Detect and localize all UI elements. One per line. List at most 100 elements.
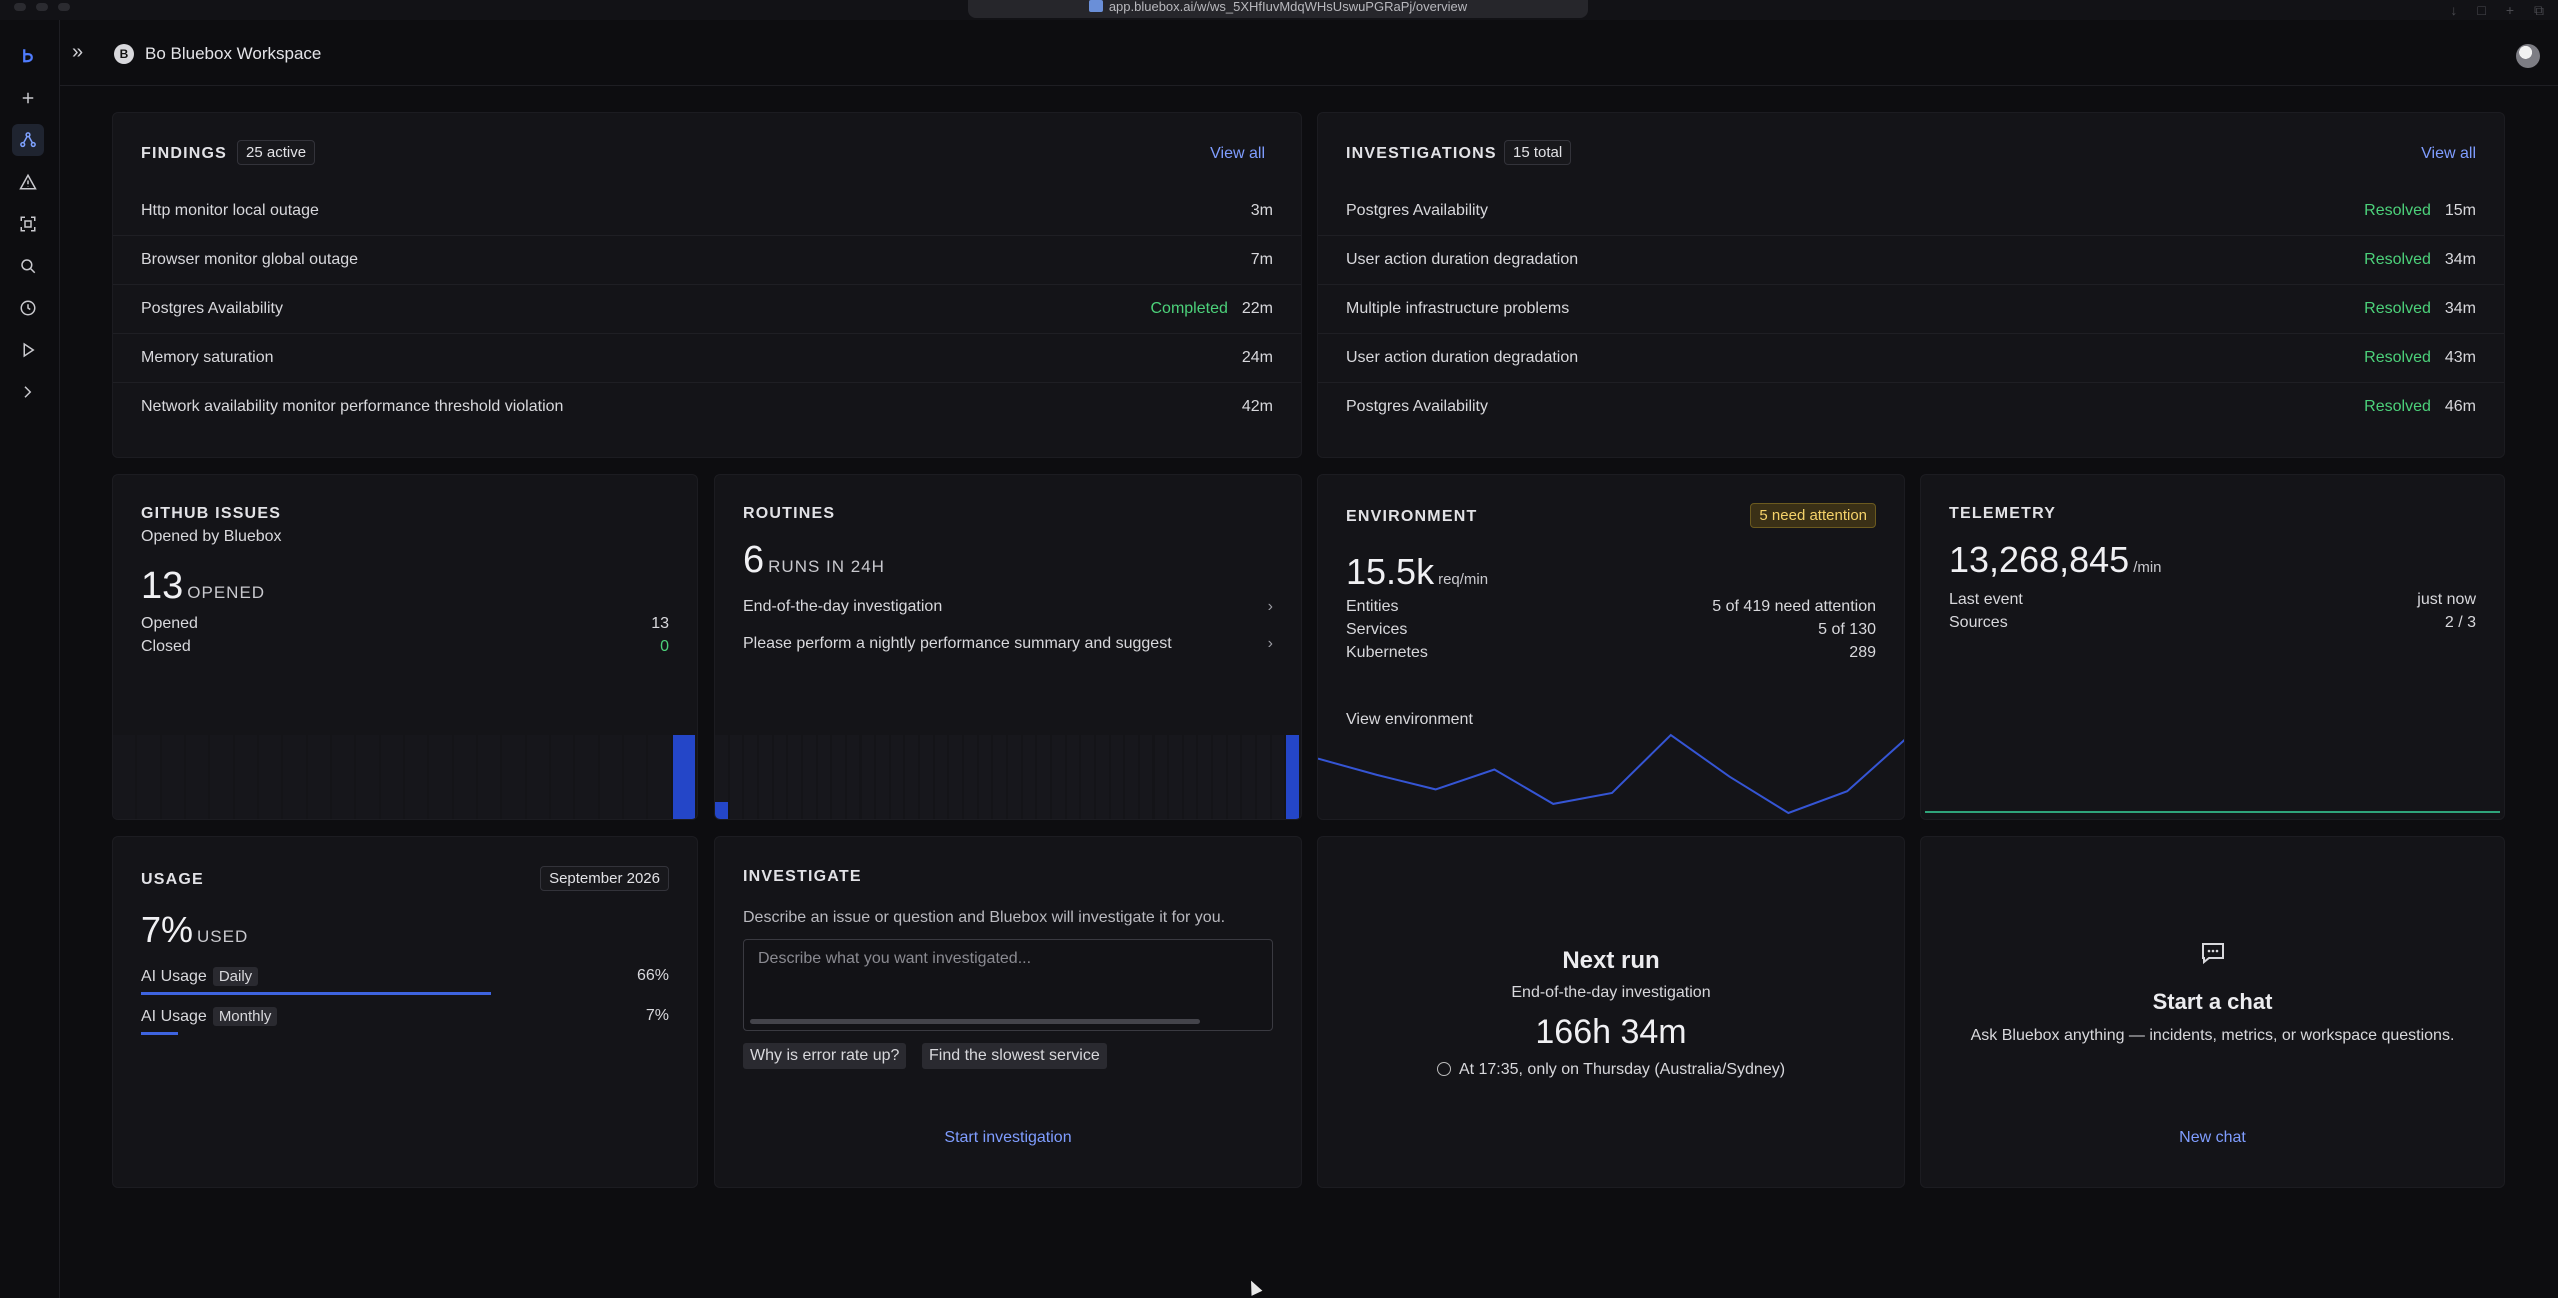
logo-icon[interactable]	[16, 44, 40, 68]
investigation-row[interactable]: Postgres Availability Resolved 46m	[1318, 382, 2504, 431]
usage-month-selector[interactable]: September 2026	[540, 866, 669, 891]
new-chat-button[interactable]: New chat	[2179, 1129, 2246, 1146]
usage-row-monthly: AI Usage Monthly 7%	[141, 1007, 669, 1026]
window-controls[interactable]	[14, 3, 70, 11]
chart-bar	[672, 735, 695, 819]
routine-item[interactable]: Please perform a nightly performance sum…	[743, 635, 1273, 653]
finding-time: 3m	[1250, 201, 1273, 219]
workspace-name[interactable]: Bo Bluebox Workspace	[145, 44, 322, 63]
chart-bar-slot	[259, 735, 282, 819]
chart-bar-slot	[920, 735, 933, 819]
environment-row: Kubernetes 289	[1346, 644, 1876, 662]
investigation-time: 34m	[2444, 300, 2476, 317]
github-opened-label: Opened	[141, 615, 198, 632]
chart-bar-slot	[744, 735, 757, 819]
finding-row[interactable]: Browser monitor global outage 7m	[113, 235, 1301, 284]
finding-name: Memory saturation	[141, 349, 274, 366]
next-run-card[interactable]: Next run End-of-the-day investigation 16…	[1317, 836, 1905, 1188]
environment-row-value: 5 of 419 need attention	[1712, 598, 1876, 615]
next-run-schedule: At 17:35, only on Thursday (Australia/Sy…	[1318, 1061, 1904, 1079]
investigation-name: Postgres Availability	[1346, 398, 1488, 415]
chart-bar-slot	[1183, 735, 1197, 819]
chart-bar-slot	[1110, 735, 1124, 819]
investigations-list: Postgres Availability Resolved 15m User ac…	[1318, 186, 2504, 435]
suggestion-chip[interactable]: Why is error rate up?	[743, 1043, 907, 1069]
chart-bar-slot	[846, 735, 860, 819]
clock-icon[interactable]	[16, 296, 40, 320]
textarea-scrollbar[interactable]	[750, 1019, 1200, 1024]
start-investigation-button[interactable]: Start investigation	[944, 1129, 1072, 1146]
findings-badge: 25 active	[237, 140, 316, 165]
chart-bar-slot	[1095, 735, 1109, 819]
github-issues-card[interactable]: GITHUB ISSUES Opened by Bluebox 13 OPENED…	[112, 474, 698, 820]
terminal-icon[interactable]	[16, 380, 40, 404]
investigate-input[interactable]: Describe what you want investigated...	[743, 939, 1273, 1031]
top-bar: » B Bo Bluebox Workspace	[60, 20, 2558, 86]
chart-bar-slot	[648, 735, 671, 819]
finding-row[interactable]: Memory saturation 24m	[113, 333, 1301, 382]
usage-progress-fill	[141, 992, 491, 995]
findings-card: FINDINGS 25 active View all Http monitor…	[112, 112, 1302, 458]
chart-bar-slot	[1169, 735, 1182, 819]
telemetry-sources-value: 2 / 3	[2444, 614, 2476, 631]
plus-icon[interactable]	[16, 86, 40, 110]
routine-item[interactable]: End-of-the-day investigation ›	[743, 598, 1273, 616]
telemetry-rate: 13,268,845/min	[1949, 539, 2162, 581]
finding-row[interactable]: Http monitor local outage 3m	[113, 186, 1301, 235]
investigations-view-all-link[interactable]: View all	[2421, 145, 2476, 162]
chart-bar	[715, 802, 728, 819]
usage-percent-value: 7%	[141, 909, 194, 950]
play-icon[interactable]	[16, 338, 40, 362]
investigation-row[interactable]: Multiple infrastructure problems Resolved…	[1318, 284, 2504, 333]
usage-percent: 7% USED	[141, 909, 248, 951]
finding-status: Completed	[1150, 300, 1228, 317]
url-text: app.bluebox.ai/w/ws_5XHfIuvMdqWHsUswuPGR…	[1108, 0, 1468, 14]
environment-card[interactable]: ENVIRONMENT 5 need attention 15.5k req/mi…	[1317, 474, 1905, 820]
graph-icon[interactable]	[12, 124, 44, 156]
environment-rate-value: 15.5k	[1346, 551, 1435, 592]
chart-bar-slot	[1242, 735, 1256, 819]
investigation-status: Resolved	[2364, 251, 2431, 268]
telemetry-card[interactable]: TELEMETRY 13,268,845/min Last event just …	[1920, 474, 2505, 820]
browser-actions[interactable]: ↓ □ + ⧉	[2450, 2, 2544, 18]
browser-chrome: app.bluebox.ai/w/ws_5XHfIuvMdqWHsUswuPGR…	[0, 0, 2558, 20]
investigation-status: Resolved	[2364, 300, 2431, 317]
chat-title: Start a chat	[2152, 989, 2273, 1014]
user-avatar[interactable]	[2516, 44, 2540, 68]
telemetry-sources-row: Sources 2 / 3	[1949, 614, 2476, 632]
chart-bar-slot	[964, 735, 977, 819]
environment-sparkline	[1318, 733, 1904, 815]
chart-bar-slot	[332, 735, 355, 819]
expand-sidebar-icon[interactable]: »	[72, 41, 84, 63]
investigate-description: Describe an issue or question and Bluebo…	[743, 909, 1226, 926]
investigation-name: User action duration degradation	[1346, 251, 1579, 268]
findings-list: Http monitor local outage 3m Browser moni…	[113, 186, 1301, 435]
finding-name: Browser monitor global outage	[141, 251, 359, 268]
finding-row[interactable]: Network availability monitor performance…	[113, 382, 1301, 431]
routines-card[interactable]: ROUTINES 6 RUNS IN 24H End-of-the-day inv…	[714, 474, 1302, 820]
chart-bar-slot	[817, 735, 831, 819]
finding-name: Postgres Availability	[141, 300, 283, 317]
url-bar[interactable]: app.bluebox.ai/w/ws_5XHfIuvMdqWHsUswuPGR…	[968, 0, 1588, 18]
scan-icon[interactable]	[16, 212, 40, 236]
environment-row-label: Kubernetes	[1346, 644, 1428, 661]
chart-bar	[1286, 735, 1299, 819]
finding-row[interactable]: Postgres Availability Completed 22m	[113, 284, 1301, 333]
telemetry-title: TELEMETRY	[1949, 505, 2057, 522]
usage-row-tag: Monthly	[212, 1007, 278, 1026]
investigation-row[interactable]: User action duration degradation Resolved…	[1318, 333, 2504, 382]
mouse-cursor	[1245, 1278, 1263, 1296]
usage-row-value: 66%	[636, 967, 669, 984]
findings-view-all-link[interactable]: View all	[1210, 145, 1265, 162]
search-icon[interactable]	[16, 254, 40, 278]
investigation-name: User action duration degradation	[1346, 349, 1579, 366]
chart-bar-slot	[234, 735, 257, 819]
suggestion-chip[interactable]: Find the slowest service	[922, 1043, 1107, 1069]
telemetry-flatline	[1925, 811, 2500, 813]
alert-triangle-icon[interactable]	[16, 170, 40, 194]
usage-row-label: AI Usage	[141, 968, 207, 985]
view-environment-link[interactable]: View environment	[1346, 711, 1473, 728]
environment-row-label: Services	[1346, 621, 1408, 638]
investigation-row[interactable]: Postgres Availability Resolved 15m	[1318, 186, 2504, 235]
investigation-row[interactable]: User action duration degradation Resolved…	[1318, 235, 2504, 284]
